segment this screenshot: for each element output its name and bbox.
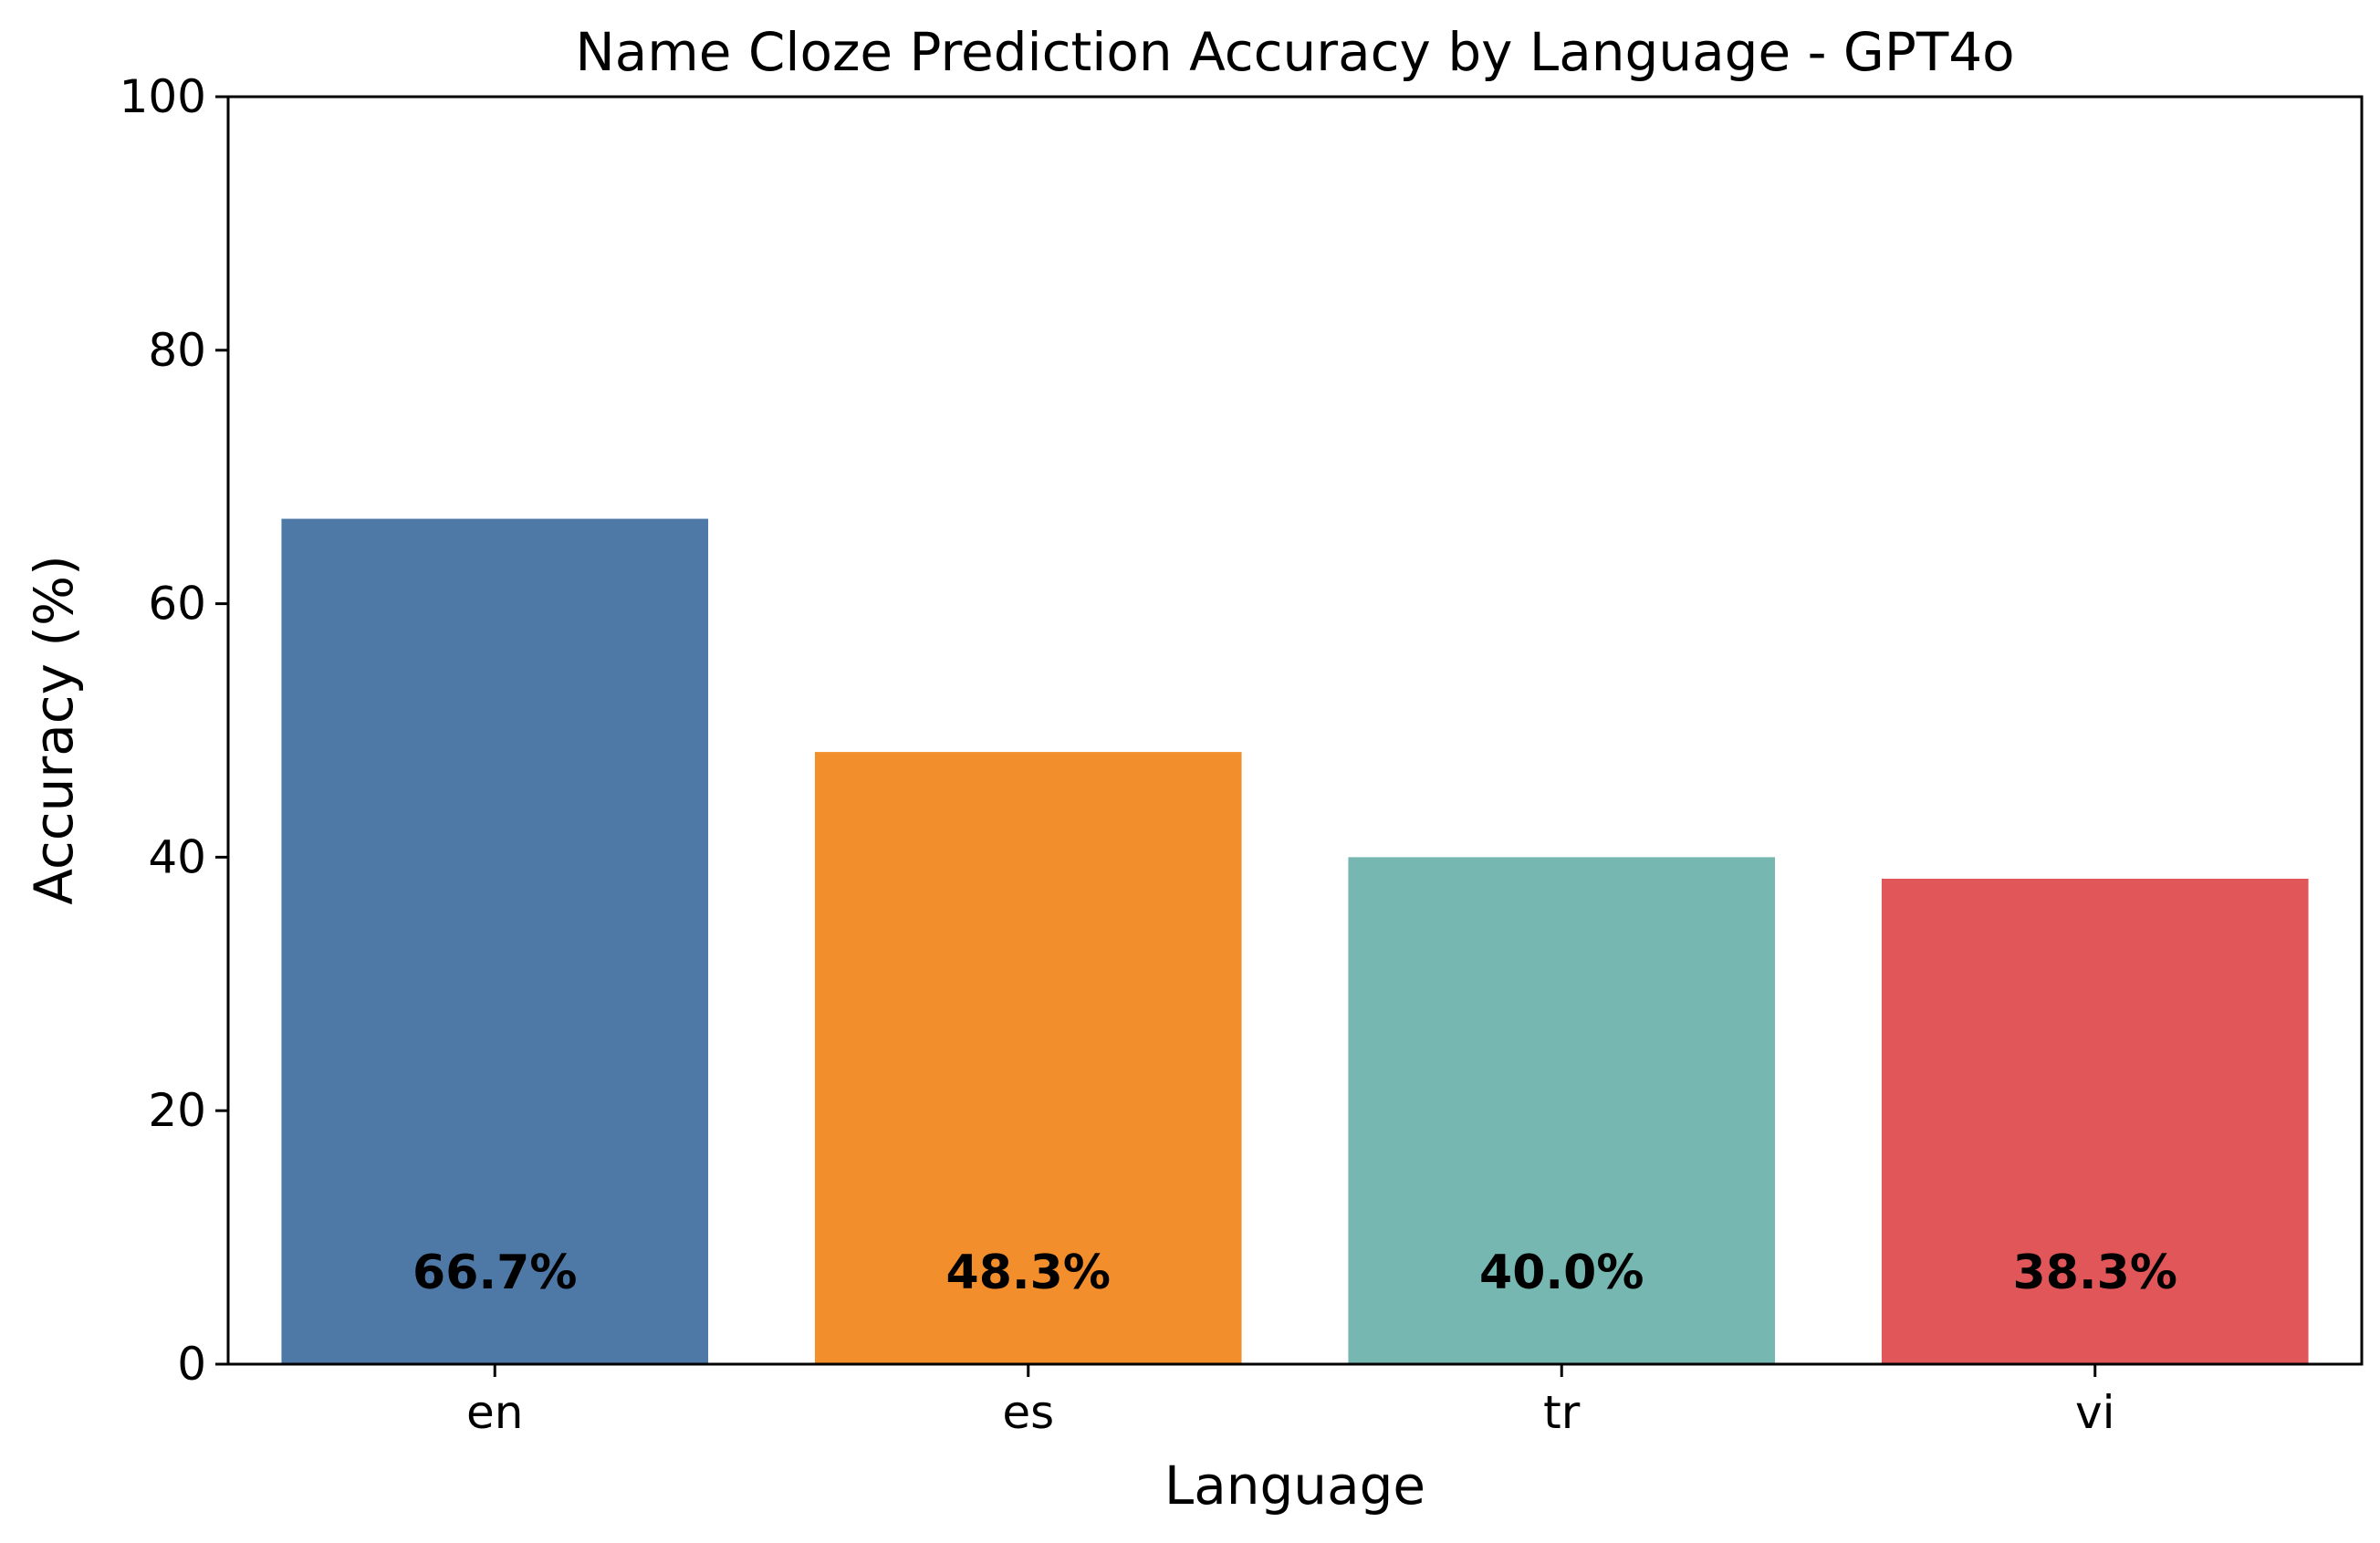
x-tick-label-vi: vi: [2075, 1386, 2114, 1439]
bar-en: [281, 518, 709, 1364]
data-label-tr: 40.0%: [1479, 1246, 1644, 1300]
data-label-vi: 38.3%: [2013, 1246, 2177, 1300]
x-axis-ticks: en es tr vi: [466, 1364, 2114, 1439]
y-tick-label: 60: [148, 578, 206, 631]
bar-tr: [1348, 857, 1776, 1364]
chart-title: Name Cloze Prediction Accuracy by Langua…: [575, 21, 2014, 83]
bar-es: [814, 752, 1242, 1364]
x-axis-label: Language: [1164, 1454, 1425, 1517]
plot-frame: [226, 95, 2364, 1366]
y-tick-label: 80: [148, 324, 206, 377]
y-axis-label: Accuracy (%): [23, 555, 85, 905]
data-labels: 66.7% 48.3% 40.0% 38.3%: [412, 1246, 2177, 1300]
y-tick-label: 20: [148, 1084, 206, 1137]
y-tick-label: 0: [177, 1338, 206, 1391]
x-tick-label-en: en: [466, 1386, 523, 1439]
data-label-en: 66.7%: [412, 1246, 577, 1300]
x-tick-label-es: es: [1002, 1386, 1054, 1439]
x-tick-label-tr: tr: [1543, 1386, 1581, 1439]
y-tick-label: 100: [120, 70, 206, 123]
bars: [281, 518, 2309, 1364]
y-tick-label: 40: [148, 830, 206, 883]
data-label-es: 48.3%: [946, 1246, 1111, 1300]
bar-vi: [1881, 879, 2309, 1364]
y-axis-ticks: 0 20 40 60 80 100: [120, 70, 228, 1391]
